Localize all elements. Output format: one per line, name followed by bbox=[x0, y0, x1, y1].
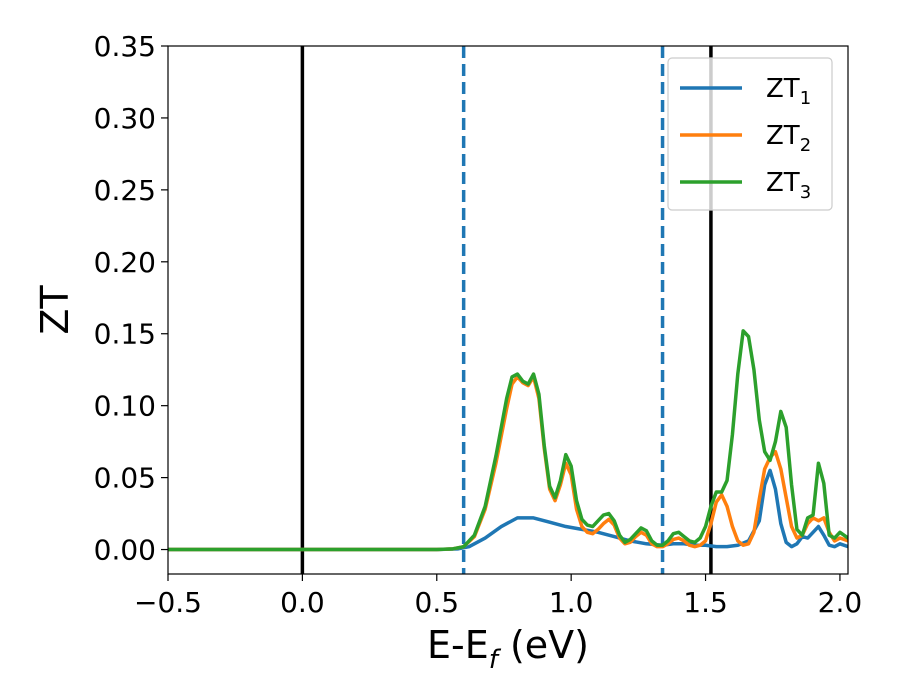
plot-frame bbox=[167, 45, 849, 575]
x-tick-label-0: −0.5 bbox=[134, 586, 202, 619]
series-lines bbox=[168, 329, 848, 552]
x-tick-label-5: 2.0 bbox=[818, 586, 863, 619]
y-tick-label-4: 0.20 bbox=[94, 246, 156, 279]
legend-label-2: ZT2 bbox=[766, 121, 811, 156]
y-axis-ticks: 0.00 0.05 0.10 0.15 0.20 0.25 0.30 0.35 bbox=[94, 30, 168, 567]
x-tick-label-4: 1.5 bbox=[683, 586, 728, 619]
y-tick-label-6: 0.30 bbox=[94, 102, 156, 135]
series-line-1 bbox=[168, 468, 848, 552]
legend: ZT1 ZT2 ZT3 bbox=[667, 57, 833, 211]
legend-label-3: ZT3 bbox=[766, 168, 811, 203]
x-tick-label-1: 0.0 bbox=[280, 586, 325, 619]
y-tick-label-5: 0.25 bbox=[94, 174, 156, 207]
y-tick-label-2: 0.10 bbox=[94, 390, 156, 423]
x-axis-label-rest: (eV) bbox=[498, 623, 589, 667]
x-tick-label-3: 1.0 bbox=[549, 586, 594, 619]
y-tick-label-1: 0.05 bbox=[94, 462, 156, 495]
x-axis-label-main: E-E bbox=[427, 623, 489, 667]
x-axis-ticks: −0.5 0.0 0.5 1.0 1.5 2.0 bbox=[134, 574, 862, 619]
x-tick-label-2: 0.5 bbox=[415, 586, 460, 619]
y-tick-label-3: 0.15 bbox=[94, 318, 156, 351]
y-tick-label-7: 0.35 bbox=[94, 30, 156, 63]
series-line-3 bbox=[168, 329, 848, 552]
y-axis-label: ZT bbox=[33, 285, 77, 335]
legend-label-1: ZT1 bbox=[766, 74, 811, 109]
x-axis-label: E-Ef (eV) bbox=[427, 623, 589, 675]
legend-box bbox=[667, 57, 833, 211]
y-tick-label-0: 0.00 bbox=[94, 534, 156, 567]
